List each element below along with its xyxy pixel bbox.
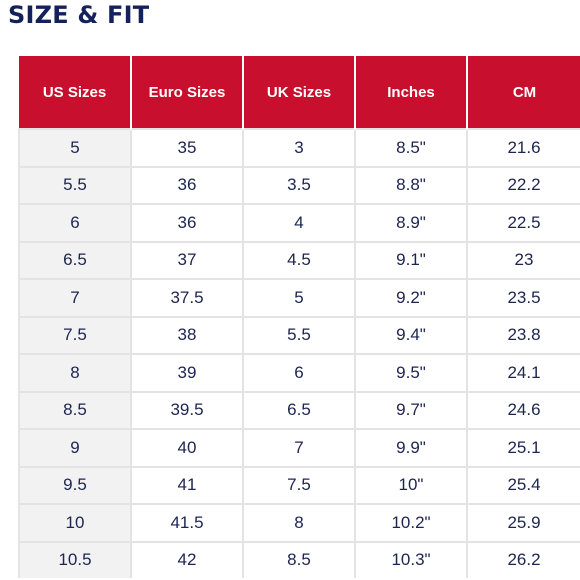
table-row: 8.5 39.5 6.5 9.7" 24.6	[18, 390, 580, 429]
cell-inches: 10.3"	[355, 540, 468, 578]
cell-cm: 25.4	[467, 465, 580, 504]
cell-us-size: 5.5	[18, 165, 132, 204]
cell-us-size: 5	[18, 128, 132, 167]
cell-uk-size: 7.5	[243, 465, 356, 504]
cell-inches: 8.9"	[355, 203, 468, 242]
page-title: SIZE & FIT	[8, 1, 150, 29]
cell-cm: 25.1	[467, 428, 580, 467]
table-row: 7 37.5 5 9.2" 23.5	[18, 278, 580, 317]
cell-inches: 9.7"	[355, 390, 468, 429]
cell-cm: 25.9	[467, 503, 580, 542]
header-us-sizes: US Sizes	[19, 56, 132, 129]
cell-uk-size: 8	[243, 503, 356, 542]
cell-us-size: 7	[18, 278, 132, 317]
cell-cm: 22.5	[467, 203, 580, 242]
cell-us-size: 6.5	[18, 240, 132, 279]
cell-us-size: 8	[18, 353, 132, 392]
cell-inches: 9.9"	[355, 428, 468, 467]
cell-cm: 23	[467, 240, 580, 279]
cell-uk-size: 5	[243, 278, 356, 317]
size-table: US Sizes Euro Sizes UK Sizes Inches CM 5…	[18, 56, 580, 578]
cell-cm: 24.1	[467, 353, 580, 392]
cell-euro-size: 38	[131, 315, 244, 354]
cell-cm: 23.8	[467, 315, 580, 354]
cell-us-size: 7.5	[18, 315, 132, 354]
cell-uk-size: 6.5	[243, 390, 356, 429]
cell-euro-size: 41	[131, 465, 244, 504]
header-row: US Sizes Euro Sizes UK Sizes Inches CM	[19, 56, 580, 129]
cell-uk-size: 3	[243, 128, 356, 167]
table-row: 9.5 41 7.5 10" 25.4	[18, 465, 580, 504]
header-inches: Inches	[355, 56, 468, 129]
cell-euro-size: 37.5	[131, 278, 244, 317]
cell-us-size: 6	[18, 203, 132, 242]
table-row: 5.5 36 3.5 8.8" 22.2	[18, 165, 580, 204]
cell-us-size: 8.5	[18, 390, 132, 429]
size-chart: US Sizes Euro Sizes UK Sizes Inches CM 5…	[18, 56, 580, 578]
cell-uk-size: 8.5	[243, 540, 356, 578]
cell-us-size: 10	[18, 503, 132, 542]
cell-euro-size: 40	[131, 428, 244, 467]
cell-inches: 8.8"	[355, 165, 468, 204]
cell-us-size: 9	[18, 428, 132, 467]
cell-uk-size: 5.5	[243, 315, 356, 354]
cell-uk-size: 6	[243, 353, 356, 392]
cell-inches: 9.5"	[355, 353, 468, 392]
header-cm: CM	[467, 56, 580, 129]
cell-uk-size: 7	[243, 428, 356, 467]
cell-inches: 9.2"	[355, 278, 468, 317]
cell-uk-size: 3.5	[243, 165, 356, 204]
cell-euro-size: 37	[131, 240, 244, 279]
table-row: 5 35 3 8.5" 21.6	[18, 128, 580, 167]
cell-inches: 9.4"	[355, 315, 468, 354]
table-body: 5 35 3 8.5" 21.6 5.5 36 3.5 8.8" 22.2 6 36 4 8.9" 22.5…	[18, 128, 580, 578]
cell-inches: 10"	[355, 465, 468, 504]
header-uk-sizes: UK Sizes	[243, 56, 356, 129]
table-row: 10 41.5 8 10.2" 25.9	[18, 503, 580, 542]
cell-euro-size: 41.5	[131, 503, 244, 542]
header-euro-sizes: Euro Sizes	[131, 56, 244, 129]
cell-inches: 10.2"	[355, 503, 468, 542]
cell-euro-size: 42	[131, 540, 244, 578]
cell-uk-size: 4.5	[243, 240, 356, 279]
cell-cm: 24.6	[467, 390, 580, 429]
cell-euro-size: 36	[131, 165, 244, 204]
cell-us-size: 9.5	[18, 465, 132, 504]
cell-cm: 21.6	[467, 128, 580, 167]
table-header: US Sizes Euro Sizes UK Sizes Inches CM	[19, 56, 580, 129]
table-row: 9 40 7 9.9" 25.1	[18, 428, 580, 467]
cell-euro-size: 35	[131, 128, 244, 167]
cell-euro-size: 36	[131, 203, 244, 242]
cell-inches: 9.1"	[355, 240, 468, 279]
cell-cm: 26.2	[467, 540, 580, 578]
cell-uk-size: 4	[243, 203, 356, 242]
cell-euro-size: 39.5	[131, 390, 244, 429]
cell-inches: 8.5"	[355, 128, 468, 167]
table-row: 8 39 6 9.5" 24.1	[18, 353, 580, 392]
table-row: 6 36 4 8.9" 22.5	[18, 203, 580, 242]
cell-us-size: 10.5	[18, 540, 132, 578]
cell-cm: 22.2	[467, 165, 580, 204]
table-row: 10.5 42 8.5 10.3" 26.2	[18, 540, 580, 578]
table-row: 6.5 37 4.5 9.1" 23	[18, 240, 580, 279]
cell-cm: 23.5	[467, 278, 580, 317]
table-row: 7.5 38 5.5 9.4" 23.8	[18, 315, 580, 354]
cell-euro-size: 39	[131, 353, 244, 392]
